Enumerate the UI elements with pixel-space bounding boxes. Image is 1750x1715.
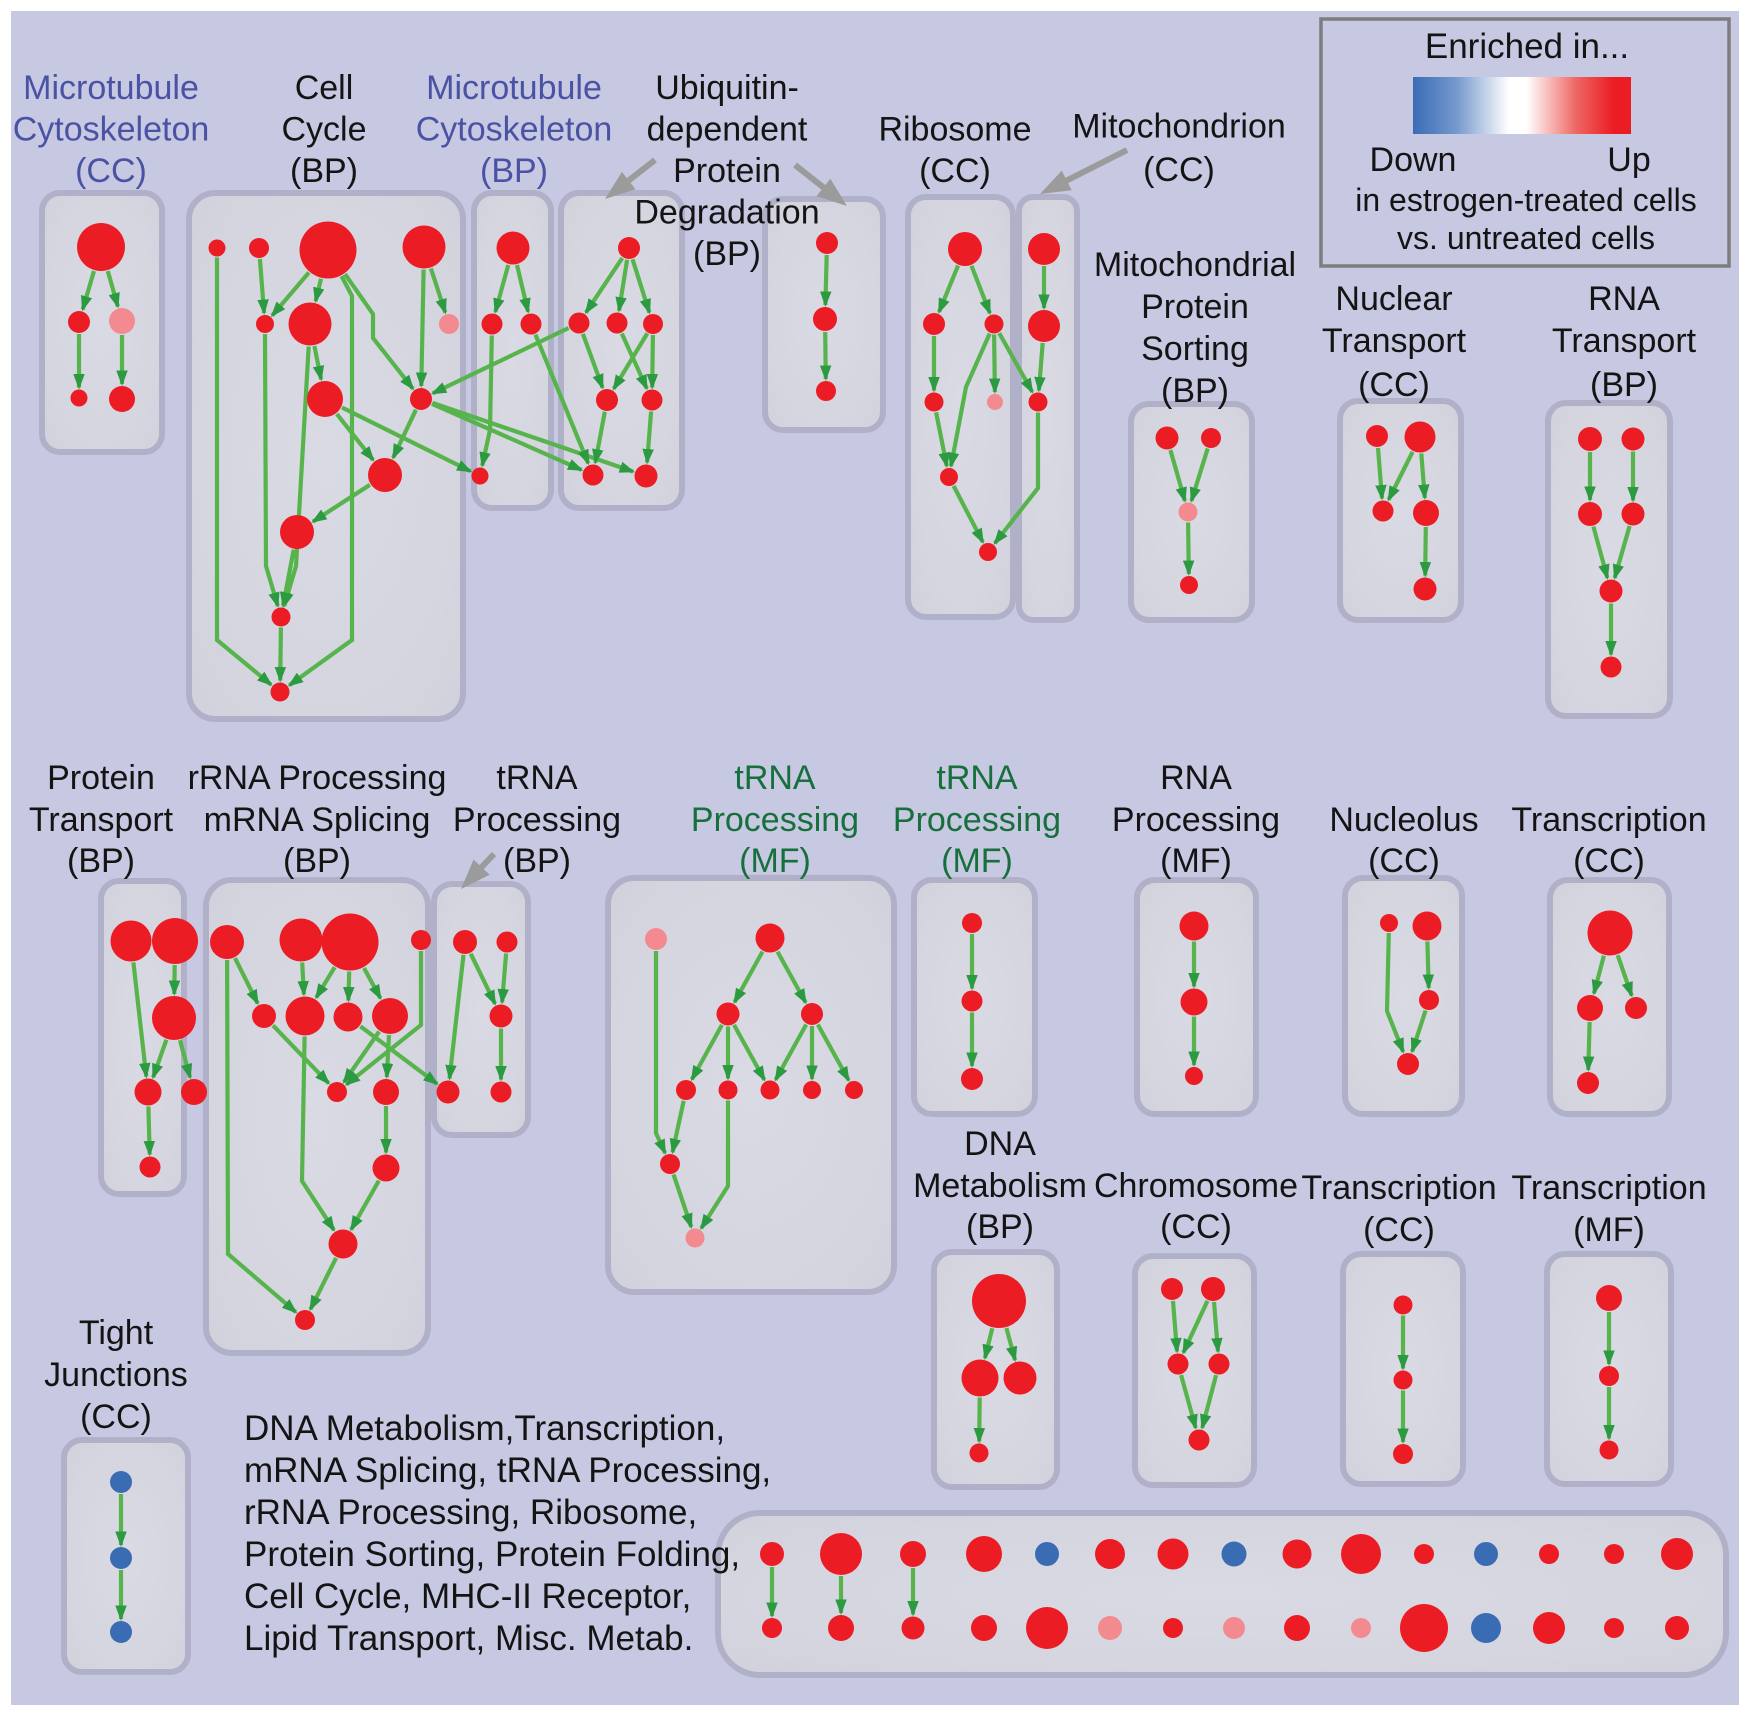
svg-text:Protein Sorting, Protein Foldi: Protein Sorting, Protein Folding,	[244, 1535, 740, 1574]
svg-text:mRNA Splicing, tRNA Processing: mRNA Splicing, tRNA Processing,	[244, 1451, 771, 1490]
svg-text:(BP): (BP)	[283, 842, 351, 880]
svg-text:(MF): (MF)	[1160, 842, 1232, 880]
svg-text:dependent: dependent	[647, 111, 808, 149]
svg-text:Ubiquitin-: Ubiquitin-	[655, 69, 799, 107]
svg-text:Transcription: Transcription	[1511, 1169, 1706, 1207]
svg-text:Cycle: Cycle	[281, 111, 366, 149]
svg-text:Enriched in...: Enriched in...	[1425, 27, 1629, 66]
svg-text:Cytoskeleton: Cytoskeleton	[416, 111, 613, 149]
svg-text:(CC): (CC)	[80, 1398, 152, 1436]
svg-text:(BP): (BP)	[290, 152, 358, 190]
svg-text:Transcription: Transcription	[1301, 1169, 1496, 1207]
svg-text:(CC): (CC)	[919, 152, 991, 190]
svg-text:Sorting: Sorting	[1141, 330, 1249, 368]
svg-text:(CC): (CC)	[1368, 842, 1440, 880]
svg-text:(BP): (BP)	[966, 1208, 1034, 1246]
svg-text:tRNA: tRNA	[734, 759, 816, 797]
svg-text:tRNA: tRNA	[936, 759, 1018, 797]
svg-text:Protein: Protein	[673, 152, 781, 190]
svg-text:(BP): (BP)	[1161, 372, 1229, 410]
svg-text:Processing: Processing	[691, 801, 859, 839]
svg-text:Degradation: Degradation	[634, 194, 819, 232]
svg-text:Nucleolus: Nucleolus	[1329, 801, 1478, 839]
svg-text:in estrogen-treated cells: in estrogen-treated cells	[1355, 182, 1697, 218]
svg-text:Tight: Tight	[79, 1314, 154, 1352]
svg-text:Cell Cycle, MHC-II Receptor,: Cell Cycle, MHC-II Receptor,	[244, 1577, 691, 1616]
svg-text:(CC): (CC)	[75, 152, 147, 190]
svg-text:Junctions: Junctions	[44, 1356, 188, 1394]
svg-text:RNA: RNA	[1160, 759, 1232, 797]
svg-text:(BP): (BP)	[480, 152, 548, 190]
svg-text:(CC): (CC)	[1143, 151, 1215, 189]
svg-text:Processing: Processing	[453, 801, 621, 839]
svg-text:RNA: RNA	[1588, 280, 1660, 318]
svg-text:(MF): (MF)	[941, 842, 1013, 880]
svg-text:Protein: Protein	[47, 759, 155, 797]
svg-text:tRNA: tRNA	[496, 759, 578, 797]
svg-text:(BP): (BP)	[693, 235, 761, 273]
svg-text:(BP): (BP)	[503, 842, 571, 880]
svg-text:(MF): (MF)	[739, 842, 811, 880]
svg-text:vs. untreated cells: vs. untreated cells	[1397, 220, 1655, 256]
svg-text:Transport: Transport	[29, 801, 174, 839]
svg-text:(BP): (BP)	[67, 842, 135, 880]
svg-text:Mitochondrion: Mitochondrion	[1072, 108, 1286, 146]
svg-text:(CC): (CC)	[1363, 1211, 1435, 1249]
svg-text:Lipid Transport, Misc. Metab.: Lipid Transport, Misc. Metab.	[244, 1619, 693, 1658]
svg-text:Microtubule: Microtubule	[426, 69, 602, 107]
svg-text:Processing: Processing	[1112, 801, 1280, 839]
svg-text:Cytoskeleton: Cytoskeleton	[13, 111, 210, 149]
svg-text:Protein: Protein	[1141, 288, 1249, 326]
svg-text:Transcription: Transcription	[1511, 801, 1706, 839]
svg-text:DNA: DNA	[964, 1125, 1036, 1163]
svg-text:Up: Up	[1607, 141, 1650, 179]
svg-text:Transport: Transport	[1322, 322, 1467, 360]
svg-text:(CC): (CC)	[1160, 1208, 1232, 1246]
svg-text:Processing: Processing	[893, 801, 1061, 839]
svg-text:(MF): (MF)	[1573, 1211, 1645, 1249]
svg-text:(BP): (BP)	[1590, 366, 1658, 404]
svg-text:(CC): (CC)	[1358, 366, 1430, 404]
svg-text:DNA Metabolism,Transcription,: DNA Metabolism,Transcription,	[244, 1409, 725, 1448]
svg-text:Chromosome: Chromosome	[1094, 1167, 1298, 1205]
svg-text:Transport: Transport	[1552, 322, 1697, 360]
svg-text:Metabolism: Metabolism	[913, 1167, 1087, 1205]
svg-text:Mitochondrial: Mitochondrial	[1094, 246, 1296, 284]
svg-text:(CC): (CC)	[1573, 842, 1645, 880]
svg-text:Ribosome: Ribosome	[878, 111, 1031, 149]
svg-text:rRNA Processing: rRNA Processing	[188, 759, 447, 797]
svg-text:Down: Down	[1370, 141, 1457, 179]
svg-text:rRNA Processing, Ribosome,: rRNA Processing, Ribosome,	[244, 1493, 697, 1532]
svg-text:Nuclear: Nuclear	[1335, 280, 1452, 318]
svg-text:mRNA Splicing: mRNA Splicing	[204, 801, 431, 839]
svg-text:Cell: Cell	[295, 69, 354, 107]
svg-text:Microtubule: Microtubule	[23, 69, 199, 107]
